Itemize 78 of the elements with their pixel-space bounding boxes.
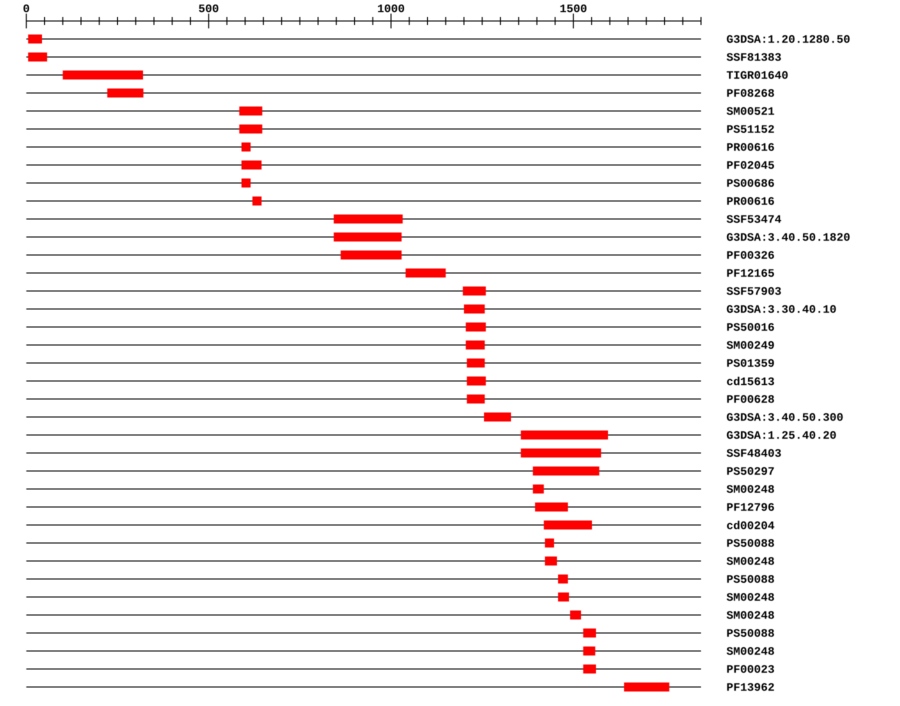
x-tick-label: 0 bbox=[24, 4, 30, 12]
y-tick-label: SM00248 bbox=[726, 611, 774, 619]
bar bbox=[466, 376, 486, 386]
y-tick-label: SSF48403 bbox=[726, 449, 781, 457]
bar bbox=[544, 520, 592, 530]
bar bbox=[340, 250, 402, 260]
y-tick-label: PS51152 bbox=[727, 125, 774, 133]
bar bbox=[558, 592, 569, 602]
bar bbox=[466, 340, 485, 350]
bar bbox=[28, 52, 48, 62]
y-tick-label: TIGR01640 bbox=[726, 71, 788, 79]
bar bbox=[624, 682, 670, 692]
bar bbox=[544, 556, 557, 566]
y-tick-label: SSF53474 bbox=[726, 215, 782, 223]
y-tick-label: cd00204 bbox=[727, 520, 774, 530]
bar bbox=[241, 142, 251, 152]
bar bbox=[532, 484, 544, 494]
bar bbox=[484, 412, 512, 422]
bar bbox=[466, 358, 485, 368]
y-tick-label: PR00616 bbox=[727, 197, 774, 205]
y-tick-label: cd15613 bbox=[727, 376, 774, 386]
y-tick-label: SM00248 bbox=[726, 485, 774, 493]
y-tick-label: SSF57903 bbox=[726, 287, 781, 295]
bar bbox=[241, 178, 251, 188]
y-tick-label: PS50016 bbox=[727, 323, 774, 331]
bar bbox=[466, 394, 485, 404]
y-tick-label: SM00248 bbox=[726, 593, 774, 601]
y-tick-label: SM00248 bbox=[726, 557, 774, 565]
bar bbox=[62, 70, 144, 80]
y-tick-label: G3DSA:3.30.40.10 bbox=[726, 305, 836, 313]
bar bbox=[466, 322, 486, 332]
y-tick-label: PF00326 bbox=[727, 251, 774, 259]
bar bbox=[334, 232, 402, 242]
bar bbox=[406, 268, 446, 278]
bar bbox=[532, 466, 600, 476]
bar bbox=[28, 34, 42, 44]
y-tick-label: PF02045 bbox=[727, 161, 774, 169]
bar bbox=[241, 160, 262, 170]
x-tick-label: 1000 bbox=[378, 4, 404, 12]
y-tick-label: PF00023 bbox=[727, 665, 774, 673]
y-tick-label: PR00616 bbox=[727, 143, 774, 151]
bar bbox=[520, 448, 602, 458]
bar bbox=[334, 214, 403, 224]
y-tick-label: PF12165 bbox=[727, 269, 774, 277]
y-tick-label: G3DSA:3.40.50.300 bbox=[726, 413, 843, 421]
y-tick-label: SSF81383 bbox=[726, 53, 781, 61]
y-tick-label: PF08268 bbox=[727, 89, 774, 97]
bar bbox=[239, 106, 262, 116]
y-tick-label: G3DSA:3.40.50.1820 bbox=[726, 233, 850, 241]
bar bbox=[583, 646, 596, 656]
y-tick-label: PF13962 bbox=[727, 683, 774, 691]
y-tick-label: G3DSA:1.25.40.20 bbox=[726, 431, 836, 439]
bar bbox=[570, 610, 582, 620]
bar bbox=[535, 502, 568, 512]
bar bbox=[544, 538, 554, 548]
x-tick-label: 500 bbox=[198, 4, 218, 12]
bar bbox=[107, 88, 144, 98]
bar bbox=[462, 286, 486, 296]
bar bbox=[464, 304, 485, 314]
y-tick-label: SM00248 bbox=[726, 647, 774, 655]
y-tick-label: PF00628 bbox=[727, 395, 774, 403]
y-tick-label: SM00249 bbox=[726, 341, 774, 349]
y-tick-label: G3DSA:1.20.1280.50 bbox=[726, 35, 850, 43]
bar bbox=[558, 574, 568, 584]
x-tick-label: 1500 bbox=[560, 4, 586, 12]
y-tick-label: PS00686 bbox=[727, 179, 774, 187]
y-tick-label: PS01359 bbox=[727, 359, 774, 367]
bar bbox=[520, 430, 608, 440]
y-tick-label: PS50088 bbox=[727, 575, 774, 583]
bar bbox=[583, 664, 596, 674]
bar bbox=[252, 196, 262, 206]
bar bbox=[583, 628, 596, 638]
y-tick-label: SM00521 bbox=[726, 107, 774, 115]
y-tick-label: PS50088 bbox=[727, 629, 774, 637]
bar bbox=[239, 124, 262, 134]
y-tick-label: PF12796 bbox=[727, 503, 774, 511]
y-tick-label: PS50297 bbox=[727, 467, 774, 475]
y-tick-label: PS50088 bbox=[727, 539, 774, 547]
